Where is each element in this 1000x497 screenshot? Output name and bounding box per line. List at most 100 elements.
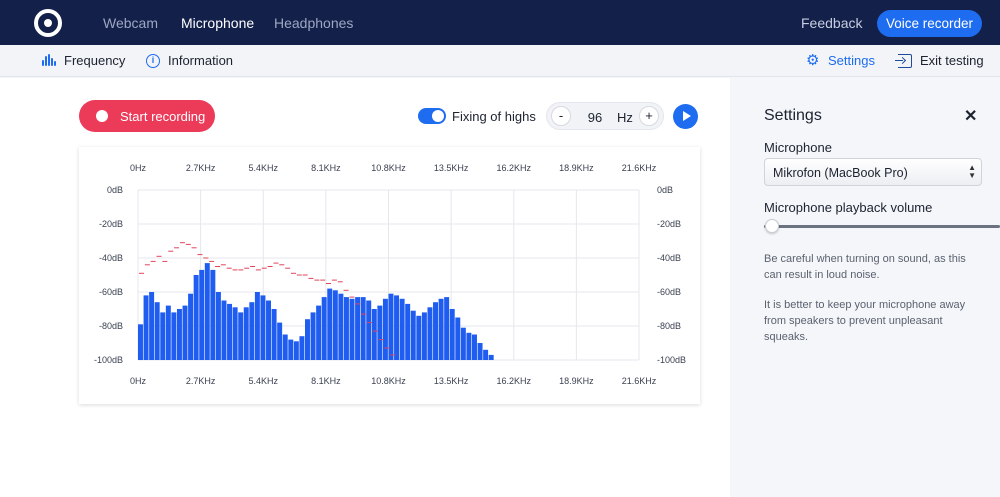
advice-note: It is better to keep your microphone awa…	[764, 299, 966, 343]
exit-testing-label: Exit testing	[920, 53, 984, 68]
spectrum-bar	[199, 269, 205, 360]
spectrum-bar	[193, 275, 199, 360]
tab-frequency[interactable]: Frequency	[42, 53, 125, 68]
record-dot-icon	[96, 110, 108, 122]
gear-icon: ⚙	[806, 51, 820, 69]
y-tick-label-left: -20dB	[99, 219, 123, 229]
spectrum-bar	[410, 310, 416, 360]
spectrum-bar	[221, 300, 227, 360]
spectrum-bar	[444, 297, 450, 360]
exit-icon	[895, 53, 912, 68]
x-tick-label-top: 13.5KHz	[434, 163, 469, 173]
fixing-highs-toggle[interactable]	[418, 108, 446, 124]
playback-volume-handle[interactable]	[765, 219, 779, 233]
y-tick-label-right: 0dB	[657, 185, 673, 195]
voice-recorder-button[interactable]: Voice recorder	[877, 10, 982, 37]
microphone-select[interactable]: Mikrofon (MacBook Pro) ▲ ▼	[764, 158, 982, 186]
sub-navbar: Frequency i Information ⚙ Settings Exit …	[0, 45, 1000, 77]
playback-volume-label: Microphone playback volume	[764, 200, 933, 215]
x-tick-label-bottom: 2.7KHz	[186, 376, 216, 386]
start-recording-button[interactable]: Start recording	[79, 100, 215, 132]
nav-headphones-link[interactable]: Headphones	[274, 15, 354, 31]
spectrum-bar	[182, 305, 188, 360]
frequency-stepper: - 96 Hz +	[546, 102, 664, 130]
tab-frequency-label: Frequency	[64, 53, 126, 68]
spectrum-bar	[460, 327, 466, 360]
spectrum-bar	[171, 312, 177, 360]
exit-testing-link[interactable]: Exit testing	[895, 53, 984, 68]
y-tick-label-right: -100dB	[657, 355, 686, 365]
stepper-minus-button[interactable]: -	[551, 106, 571, 126]
x-tick-label-bottom: 21.6KHz	[622, 376, 657, 386]
info-icon: i	[146, 53, 160, 68]
stepper-value[interactable]: 96	[587, 110, 603, 125]
spectrum-bar	[472, 334, 477, 360]
spectrum-bar	[316, 305, 322, 360]
spectrum-bar	[238, 312, 244, 360]
spectrum-bar	[360, 297, 366, 360]
spectrum-bar	[433, 302, 438, 360]
y-tick-label-right: -40dB	[657, 253, 681, 263]
warning-note: Be careful when turning on sound, as thi…	[764, 253, 966, 281]
settings-link[interactable]: ⚙ Settings	[806, 51, 875, 69]
spectrum-bar	[232, 307, 238, 360]
spectrum-bar	[327, 288, 333, 360]
spectrum-bar	[343, 297, 349, 360]
spectrum-bar	[366, 300, 372, 360]
spectrum-bar	[143, 295, 149, 360]
logo-icon[interactable]	[34, 9, 62, 37]
spectrum-bar	[332, 290, 338, 360]
spectrum-bar	[210, 269, 216, 360]
spectrum-bar	[243, 307, 249, 360]
nav-microphone-link[interactable]: Microphone	[181, 15, 255, 31]
stepper-unit: Hz	[617, 110, 633, 125]
playback-volume-slider[interactable]	[764, 225, 1000, 228]
x-tick-label-top: 5.4KHz	[248, 163, 278, 173]
microphone-label: Microphone	[764, 140, 832, 155]
spectrum-bar	[338, 293, 344, 360]
x-tick-label-bottom: 0Hz	[130, 376, 147, 386]
x-tick-label-top: 10.8KHz	[371, 163, 406, 173]
spectrum-bar	[277, 322, 283, 360]
settings-link-label: Settings	[828, 53, 875, 68]
x-tick-label-bottom: 10.8KHz	[371, 376, 406, 386]
spectrum-bar	[154, 302, 160, 360]
settings-panel-title: Settings	[764, 107, 822, 124]
play-button[interactable]	[673, 104, 698, 129]
x-tick-label-bottom: 8.1KHz	[311, 376, 341, 386]
spectrum-bar	[260, 295, 266, 360]
tab-information[interactable]: i Information	[146, 53, 233, 68]
spectrum-bar	[165, 305, 171, 360]
spectrum-bar	[371, 309, 377, 360]
spectrum-bar	[305, 319, 310, 360]
x-tick-label-bottom: 13.5KHz	[434, 376, 469, 386]
spectrum-bar	[299, 336, 305, 360]
spectrum-bar	[377, 305, 383, 360]
y-tick-label-left: -100dB	[94, 355, 123, 365]
spectrum-bar	[427, 307, 433, 360]
feedback-link[interactable]: Feedback	[801, 15, 863, 31]
tab-information-label: Information	[168, 53, 234, 68]
nav-webcam-link[interactable]: Webcam	[103, 15, 158, 31]
spectrum-bar	[160, 312, 166, 360]
x-tick-label-top: 16.2KHz	[496, 163, 531, 173]
spectrum-bar	[310, 312, 316, 360]
spectrum-bar	[215, 292, 221, 360]
spectrum-bar	[466, 332, 472, 360]
spectrum-bar	[288, 339, 294, 360]
x-tick-label-top: 2.7KHz	[186, 163, 216, 173]
close-icon[interactable]: ✕	[964, 108, 978, 125]
settings-panel: Settings ✕ Microphone Mikrofon (MacBook …	[730, 78, 1000, 497]
spectrum-bar	[254, 292, 260, 360]
y-tick-label-right: -80dB	[657, 321, 681, 331]
spectrum-bar	[188, 293, 194, 360]
spectrum-bar	[266, 300, 271, 360]
stepper-plus-button[interactable]: +	[639, 106, 659, 126]
spectrum-bar	[149, 292, 155, 360]
x-tick-label-top: 21.6KHz	[622, 163, 657, 173]
y-tick-label-left: -80dB	[99, 321, 123, 331]
fixing-highs-label: Fixing of highs	[452, 109, 536, 124]
x-tick-label-top: 0Hz	[130, 163, 147, 173]
spectrum-bar	[293, 341, 299, 360]
top-navbar: Webcam Microphone Headphones Feedback Vo…	[0, 0, 1000, 45]
